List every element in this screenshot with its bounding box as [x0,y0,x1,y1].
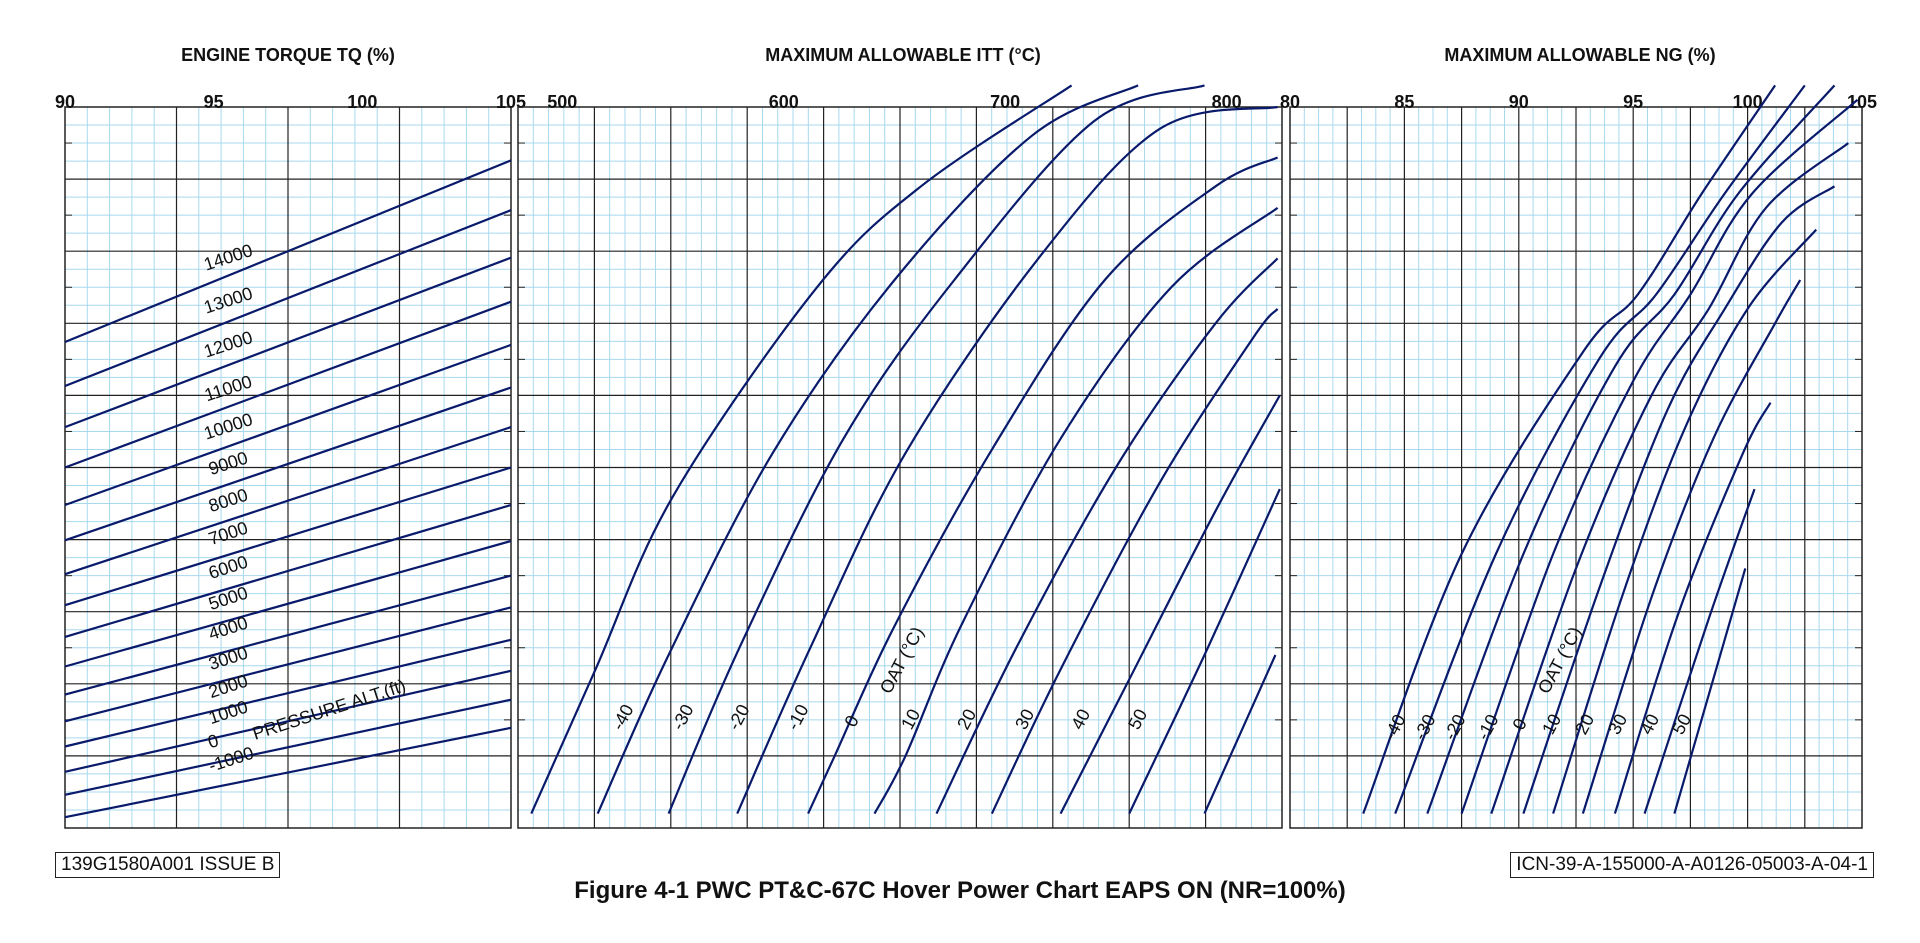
curve-50 [1128,488,1281,815]
curve-9000 [64,386,512,542]
doc-ref-right: ICN-39-A-155000-A-A0126-05003-A-04-1 [1510,852,1874,878]
curve--40 [530,84,1073,815]
curve-label: 50 [1124,706,1151,733]
curve-unlabeled [1203,654,1277,815]
family-label: OAT (°C) [1534,623,1586,696]
curve-label: 50 [1668,711,1695,738]
family-label: OAT (°C) [876,623,928,696]
curve-8000 [64,426,512,576]
panel-frame [517,106,1283,829]
curve-label: -30 [1410,711,1440,743]
curve--10 [736,105,1278,815]
curve-30 [990,308,1279,815]
curve-label: -10 [1473,711,1503,743]
curve-3000 [64,606,512,723]
x-tick-label: 90 [1509,92,1529,112]
panel-title: ENGINE TORQUE TQ (%) [181,45,395,65]
curve-10 [873,207,1279,815]
curve-11000 [64,300,512,469]
curve-10000 [64,343,512,507]
x-tick-label: 500 [547,92,577,112]
curve-40 [1059,394,1281,815]
curve--10 [1460,98,1859,814]
curve-20 [1552,228,1818,814]
curve--40 [1362,84,1777,814]
curve-0 [1490,142,1849,814]
curve-5000 [64,539,512,668]
curve-40 [1613,402,1772,814]
curve-7000 [64,466,512,607]
curve-1000 [64,669,512,773]
curve-label: -20 [1440,711,1470,743]
curve-label: 30 [1011,706,1038,733]
curve-label: 20 [1571,711,1598,738]
x-tick-label: 600 [769,92,799,112]
curve-4000 [64,574,512,696]
family-label: PRESSURE ALT.(ft) [250,675,408,743]
curve-unlabeled [1673,568,1747,814]
x-tick-label: 105 [1847,92,1877,112]
x-tick-label: 800 [1212,92,1242,112]
curve-label: 13000 [201,283,255,317]
curve--1000 [64,726,512,819]
curve--30 [1394,84,1806,814]
curve-30 [1581,279,1802,814]
curve-12000 [64,256,512,429]
curve-label: 0 [841,712,863,730]
curve-label: 10 [897,706,924,733]
doc-ref-left: 139G1580A001 ISSUE B [55,852,281,878]
curve-label: -30 [668,701,698,733]
curve-label: 10 [1538,711,1565,738]
x-tick-label: 100 [1733,92,1763,112]
curve-14000 [64,159,512,344]
x-tick-label: 90 [55,92,75,112]
curve-label: 0 [205,730,221,752]
x-tick-label: 95 [204,92,224,112]
curve-0 [807,156,1279,815]
curve-label: 0 [1509,715,1531,733]
curve-2000 [64,638,512,748]
curve--30 [596,84,1139,815]
curve-label: -40 [608,701,638,733]
figure-caption: Figure 4-1 PWC PT&C-67C Hover Power Char… [574,877,1346,904]
curve--20 [1426,84,1836,814]
curve-label: 40 [1067,706,1094,733]
panel-frame [1289,106,1863,829]
curve-label: 12000 [201,327,255,361]
x-tick-label: 105 [496,92,526,112]
x-tick-label: 95 [1623,92,1643,112]
x-tick-label: 100 [347,92,377,112]
curve-20 [935,257,1279,815]
panel-title: MAXIMUM ALLOWABLE ITT (°C) [765,45,1040,65]
curve-label: -40 [1380,711,1410,743]
curve-50 [1643,488,1756,814]
curve--20 [667,84,1205,815]
curve-6000 [64,503,512,638]
curve-13000 [64,209,512,388]
curve-label: -20 [724,701,754,733]
x-tick-label: 85 [1394,92,1414,112]
panel-title: MAXIMUM ALLOWABLE NG (%) [1444,45,1715,65]
curve-10 [1522,185,1836,814]
x-tick-label: 700 [990,92,1020,112]
curve-0 [64,698,512,796]
x-tick-label: 80 [1280,92,1300,112]
